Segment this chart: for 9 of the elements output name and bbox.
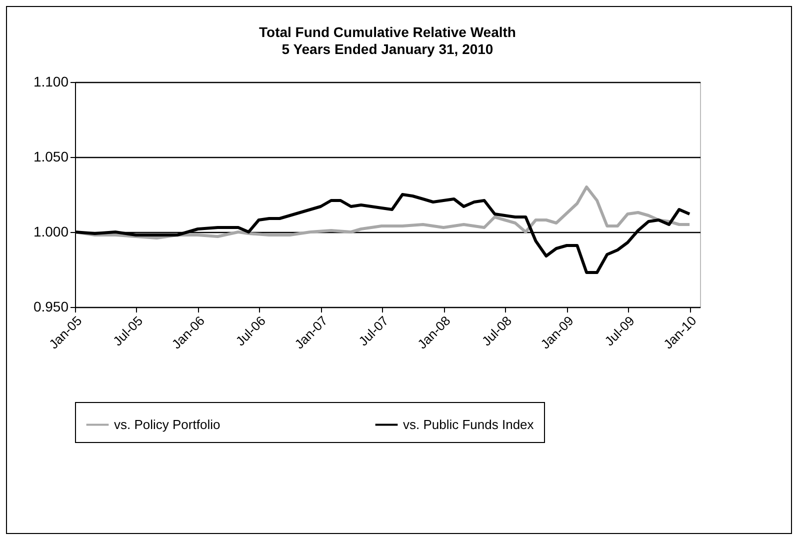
legend-label: vs. Public Funds Index [403,416,534,432]
chart-subtitle: 5 Years Ended January 31, 2010 [282,41,494,57]
y-tick-label: 1.000 [33,224,69,240]
y-tick-label: 1.050 [33,148,69,164]
chart-title: Total Fund Cumulative Relative Wealth [259,24,516,40]
y-tick-label: 1.100 [33,74,69,90]
legend-label: vs. Policy Portfolio [114,416,220,432]
y-tick-label: 0.950 [33,298,69,314]
line-series [75,186,692,240]
